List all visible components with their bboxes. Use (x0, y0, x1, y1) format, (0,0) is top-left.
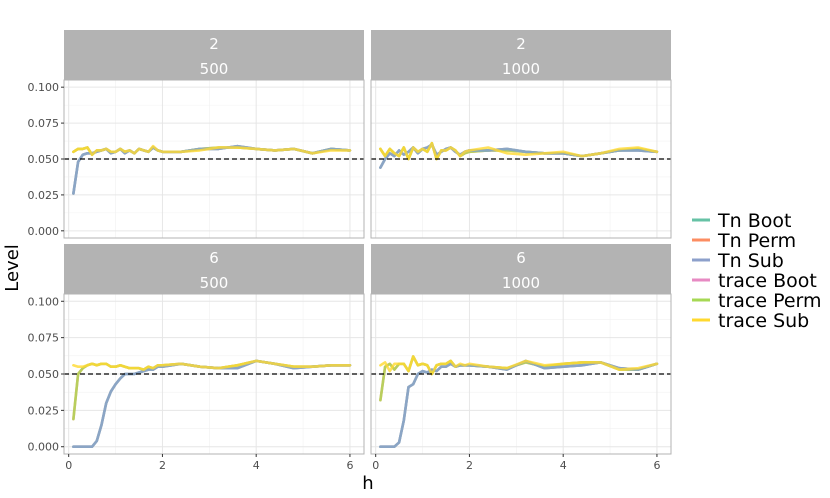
facet-panel: 2 500 0.000 0.025 0.050 0.075 0.100 (28, 30, 365, 239)
y-tick-label: 0.000 (28, 441, 60, 454)
y-tick-label: 0.025 (28, 404, 60, 417)
facet-strip-label-top: 6 (516, 249, 526, 267)
x-tick-label: 2 (159, 459, 166, 472)
facet-strip-label-bottom: 500 (200, 60, 229, 78)
y-tick-label: 0.000 (28, 225, 60, 238)
facet-strip (64, 30, 364, 80)
x-tick-label: 6 (346, 459, 353, 472)
x-tick-label: 0 (372, 459, 379, 472)
facet-strip (371, 30, 671, 80)
series-line-trace-sub (379, 355, 659, 376)
legend-label: Tn Perm (717, 230, 796, 252)
facet-panel: 2 1000 (370, 30, 672, 239)
x-tick-label: 2 (466, 459, 473, 472)
x-axis-title: h (362, 473, 373, 494)
series-line-trace-sub (72, 144, 352, 156)
y-axis-title: Level (2, 244, 23, 292)
panel-border (370, 293, 672, 455)
facet-strip (371, 244, 671, 294)
legend-label: trace Boot (718, 270, 817, 292)
y-tick-label: 0.025 (28, 189, 60, 202)
facet-strip-label-bottom: 1000 (502, 60, 540, 78)
facet-strip-label-bottom: 500 (200, 274, 229, 292)
x-tick-label: 4 (560, 459, 567, 472)
x-tick-label: 6 (653, 459, 660, 472)
legend-label: trace Sub (718, 310, 809, 332)
series-line-tn-sub (379, 359, 659, 449)
panels-layer: 2 500 0.000 0.025 0.050 0.075 0.100 2 1000 6 500 0.… (28, 30, 672, 472)
panel-border (370, 79, 672, 239)
legend-label: Tn Boot (717, 210, 791, 232)
legend-label: trace Perm (718, 290, 822, 312)
legend-label: Tn Sub (717, 250, 784, 272)
x-tick-label: 4 (253, 459, 260, 472)
series-line-trace-sub (379, 141, 659, 161)
series-line-trace-sub (72, 359, 352, 371)
facet-strip (64, 244, 364, 294)
y-tick-label: 0.100 (28, 81, 60, 94)
facet-panel: 6 500 0.000 0.025 0.050 0.075 0.100 0 2 4 6 (28, 244, 365, 472)
facet-strip-label-top: 6 (209, 249, 219, 267)
y-tick-label: 0.075 (28, 117, 60, 130)
facet-strip-label-top: 2 (516, 35, 526, 53)
y-tick-label: 0.050 (28, 153, 60, 166)
x-tick-label: 0 (65, 459, 72, 472)
y-tick-label: 0.075 (28, 332, 60, 345)
facet-strip-label-bottom: 1000 (502, 274, 540, 292)
y-tick-label: 0.100 (28, 295, 60, 308)
facet-panel: 6 1000 0 2 4 6 (370, 244, 672, 472)
facet-strip-label-top: 2 (209, 35, 219, 53)
y-tick-label: 0.050 (28, 368, 60, 381)
